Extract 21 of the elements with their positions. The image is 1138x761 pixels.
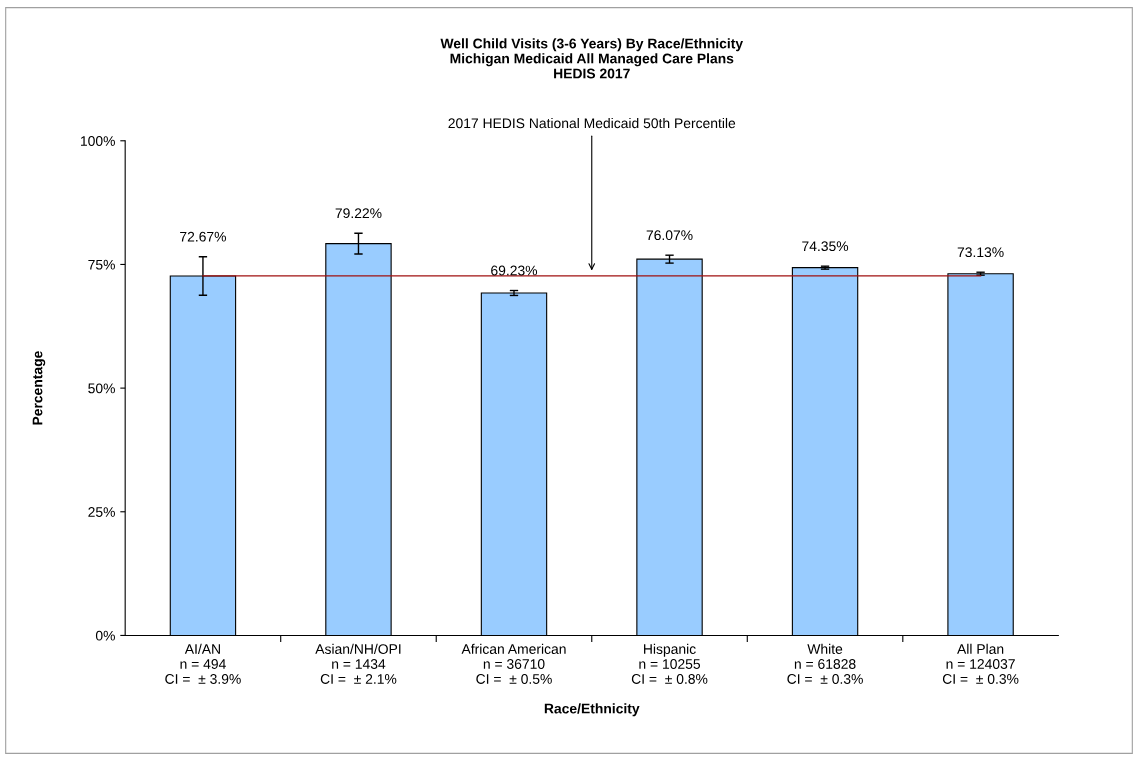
ref-line-label: 2017 HEDIS National Medicaid 50th Percentile (448, 117, 736, 129)
x-tick-label: All Plan n = 124037 CI = ± 0.3% (942, 643, 1019, 684)
data-label: 79.22% (335, 208, 382, 219)
y-tick-label: 75% (88, 259, 115, 270)
x-tick-label: African American n = 36710 CI = ± 0.5% (461, 643, 566, 684)
data-label: 73.13% (957, 247, 1004, 258)
data-label: 69.23% (491, 265, 538, 276)
chart-title: Well Child Visits (3-6 Years) By Race/Ethnicity Michigan Medicaid All Managed Care Plans HEDIS 2017 (440, 38, 743, 79)
data-label: 72.67% (180, 231, 226, 242)
x-tick-label: White n = 61828 CI = ± 0.3% (787, 643, 863, 684)
y-tick-label: 0% (95, 630, 115, 641)
y-tick-label: 25% (88, 507, 115, 517)
data-label: 76.07% (646, 230, 693, 241)
y-axis-title: Percentage (32, 351, 46, 425)
x-tick-label: Hispanic n = 10255 CI = ± 0.8% (631, 643, 708, 684)
y-tick-label: 100% (81, 136, 115, 146)
x-axis-title: Race/Ethnicity (544, 703, 640, 717)
data-label: 74.35% (802, 241, 849, 252)
x-tick-label: AI/AN n = 494 CI = ± 3.9% (165, 643, 241, 684)
x-tick-label: Asian/NH/OPI n = 1434 CI = ± 2.1% (315, 643, 401, 684)
y-tick-label: 50% (88, 383, 115, 394)
